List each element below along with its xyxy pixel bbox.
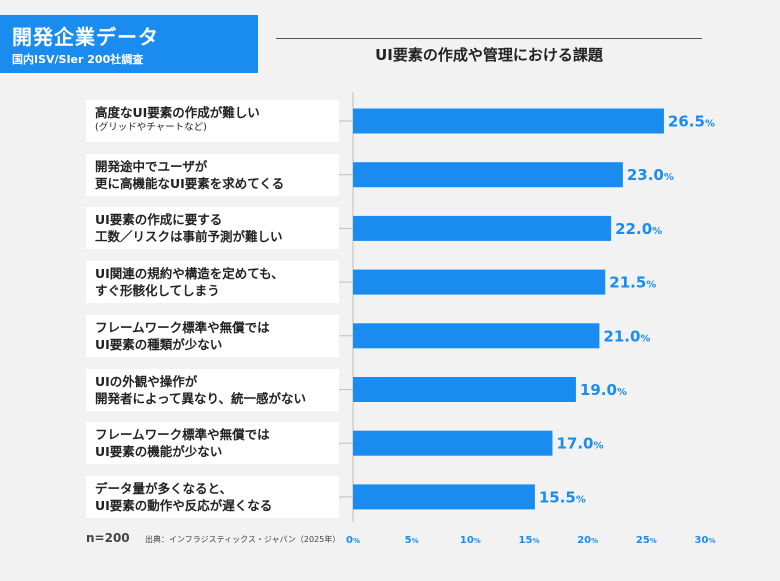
bar-value-label: 17.0% xyxy=(556,435,603,453)
bar xyxy=(353,430,553,456)
category-label-line: フレームワーク標準や無償では xyxy=(95,427,270,443)
badge-subtitle: 国内ISV/SIer 200社調査 xyxy=(12,53,144,66)
category-label-line: UI要素の作成に要する xyxy=(95,212,223,228)
category-label: UI要素の作成に要する 工数／リスクは事前予測が難しい xyxy=(86,207,339,250)
category-label: 開発途中でユーザが 更に高機能なUI要素を求めてくる xyxy=(86,153,339,196)
bar xyxy=(353,215,612,241)
category-label-line: データ量が多くなると、 xyxy=(95,480,233,496)
category-label-line: 高度なUI要素の作成が難しい xyxy=(95,105,260,120)
category-label-line: 工数／リスクは事前予測が難しい xyxy=(95,229,283,245)
bar xyxy=(353,269,606,295)
category-label-line: UI要素の種類が少ない xyxy=(95,336,223,352)
x-tick-label: 10% xyxy=(460,535,481,546)
bar xyxy=(353,484,535,510)
x-tick-label: 30% xyxy=(695,535,716,546)
badge-title: 開発企業データ xyxy=(12,25,159,49)
bar xyxy=(353,323,600,349)
category-label: フレームワーク標準や無償では UI要素の種類が少ない xyxy=(86,314,339,357)
category-label: データ量が多くなると、 UI要素の動作や反応が遅くなる xyxy=(86,475,339,518)
category-label-line: 開発途中でユーザが xyxy=(95,158,208,174)
chart-title: UI要素の作成や管理における課題 xyxy=(375,46,603,64)
title-divider xyxy=(276,38,702,39)
category-label: UI関連の規約や構造を定めても、 すぐ形骸化してしまう xyxy=(86,261,339,304)
bar xyxy=(353,162,623,188)
bar-value-label: 15.5% xyxy=(539,488,586,506)
bar-value-label: 21.5% xyxy=(609,274,656,292)
x-tick-label: 5% xyxy=(405,535,419,546)
bar xyxy=(353,377,576,402)
bar-value-label: 19.0% xyxy=(580,381,627,399)
bar-value-label: 23.0% xyxy=(627,166,674,184)
bar xyxy=(353,108,664,134)
header-badge: 開発企業データ 国内ISV/SIer 200社調査 xyxy=(0,15,258,73)
category-label: フレームワーク標準や無償では UI要素の機能が少ない xyxy=(86,422,339,465)
category-label-line: UI関連の規約や構造を定めても、 xyxy=(95,266,284,282)
x-tick-label: 15% xyxy=(519,535,540,546)
bar-value-label: 26.5% xyxy=(668,113,715,131)
category-label-note: (グリッドやチャートなど) xyxy=(95,122,207,133)
category-label-line: すぐ形骸化してしまう xyxy=(95,283,220,299)
category-label-line: UIの外観や操作が xyxy=(95,373,198,389)
bar-value-label: 21.0% xyxy=(603,327,650,345)
x-tick-label: 20% xyxy=(577,535,598,546)
category-label-line: 開発者によって異なり、統一感がない xyxy=(95,390,307,406)
category-label: 高度なUI要素の作成が難しい (グリッドやチャートなど) xyxy=(86,100,339,142)
x-tick-label: 0% xyxy=(346,535,360,546)
source-note: 出典：インフラジスティックス・ジャパン（2025年） xyxy=(145,535,341,544)
category-label-line: フレームワーク標準や無償では xyxy=(95,319,270,335)
category-label-line: 更に高機能なUI要素を求めてくる xyxy=(95,175,285,191)
category-label: UIの外観や操作が 開発者によって異なり、統一感がない xyxy=(86,368,339,411)
bar-value-label: 22.0% xyxy=(615,220,662,238)
category-label-line: UI要素の動作や反応が遅くなる xyxy=(95,497,273,513)
category-label-line: UI要素の機能が少ない xyxy=(95,444,223,460)
x-tick-label: 25% xyxy=(636,535,657,546)
sample-size: n=200 xyxy=(86,531,130,545)
